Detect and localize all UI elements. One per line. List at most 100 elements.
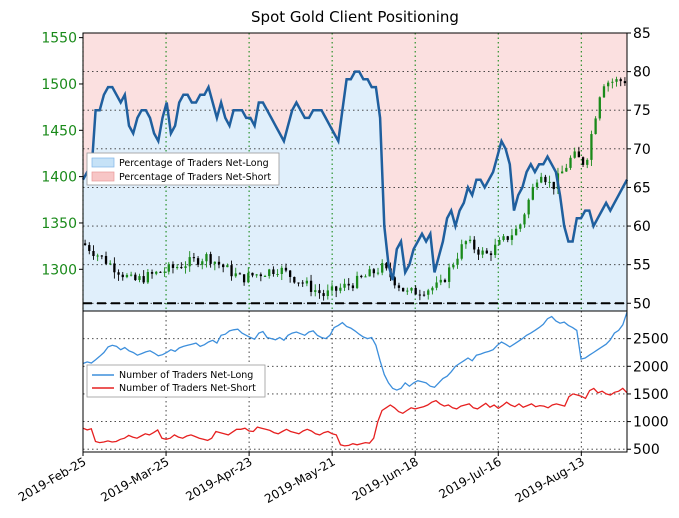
count-axis: 500 1000 1500 2000 2500 <box>627 332 669 458</box>
candle-up <box>514 228 518 236</box>
candle-down <box>150 272 154 274</box>
candle-up <box>355 275 359 289</box>
candle-up <box>531 186 534 200</box>
candle-up <box>456 258 459 265</box>
percentage-tick-label: 75 <box>633 103 651 119</box>
date-tick-label: 2019-Feb-25 <box>16 454 89 504</box>
candle-down <box>209 254 212 264</box>
candle-down <box>414 287 417 295</box>
percentage-tick-label: 50 <box>633 296 651 312</box>
candle-down <box>92 250 95 257</box>
price-tick-label: 1450 <box>41 123 77 139</box>
candle-down <box>577 151 581 158</box>
candle-up <box>343 283 346 288</box>
candle-down <box>180 267 183 269</box>
candle-down <box>422 294 426 296</box>
candle-down <box>222 264 225 268</box>
candle-up <box>510 235 514 240</box>
candle-up <box>381 263 384 273</box>
candle-up <box>96 255 99 257</box>
candle-down <box>242 274 246 283</box>
candle-up <box>163 271 166 273</box>
candle-up <box>586 159 589 165</box>
candle-up <box>368 269 371 277</box>
candle-down <box>83 243 87 246</box>
legend-label-net-long: Percentage of Traders Net-Long <box>119 158 269 169</box>
price-tick-label: 1550 <box>41 31 77 47</box>
candle-down <box>293 276 296 283</box>
candle-down <box>335 286 338 291</box>
candle-up <box>268 269 271 276</box>
legend-swatch-net-long <box>91 157 115 168</box>
candle-up <box>481 250 484 255</box>
candle-up <box>494 244 497 256</box>
candle-up <box>602 86 606 98</box>
price-tick-label: 1400 <box>41 170 77 186</box>
candle-up <box>234 273 237 277</box>
date-tick-label: 2019-Apr-23 <box>183 454 254 503</box>
candle-down <box>619 79 622 82</box>
candle-down <box>121 274 124 278</box>
candle-up <box>573 151 576 158</box>
date-tick-label: 2019-Mar-25 <box>98 454 171 504</box>
percentage-tick-label: 70 <box>633 142 651 158</box>
candle-down <box>196 258 200 265</box>
candle-down <box>309 280 313 292</box>
top-legend-box <box>86 152 280 186</box>
candle-up <box>548 181 551 183</box>
percentage-tick-label: 65 <box>633 180 651 196</box>
candle-up <box>590 134 593 160</box>
candle-down <box>134 274 137 280</box>
candle-down <box>552 181 555 190</box>
candle-up <box>431 287 434 291</box>
candle-down <box>272 269 275 275</box>
legend-label-net-long-count: Number of Traders Net-Long <box>119 370 253 381</box>
candle-down <box>443 279 447 282</box>
candle-up <box>226 265 229 268</box>
candle-up <box>188 257 191 267</box>
candle-up <box>427 290 430 295</box>
candle-up <box>330 286 334 291</box>
candle-down <box>318 290 321 294</box>
count-tick-label: 2500 <box>633 332 669 348</box>
candle-up <box>138 276 141 280</box>
bottom-legend-box <box>86 364 266 398</box>
candle-down <box>347 283 350 286</box>
candle-up <box>280 267 283 275</box>
candle-up <box>205 254 208 262</box>
candle-down <box>171 264 175 268</box>
candle-down <box>238 273 242 275</box>
price-axis: 1300 1350 1400 1450 1500 1550 <box>41 31 83 278</box>
candle-down <box>477 249 480 255</box>
percentage-tick-label: 80 <box>633 65 651 81</box>
top-panel: 1300 1350 1400 1450 1500 1550 50 55 60 65 70 75 80 8… <box>41 26 650 312</box>
net-long-count-line <box>82 311 628 391</box>
candle-up <box>129 274 133 276</box>
candle-up <box>598 97 601 119</box>
candle-down <box>113 263 116 273</box>
candle-up <box>201 261 204 265</box>
date-axis: 2019-Feb-25 2019-Mar-25 2019-Apr-23 2019-Ma… <box>16 452 587 506</box>
candle-down <box>230 265 233 277</box>
count-tick-label: 2000 <box>633 359 669 375</box>
candle-up <box>527 199 530 215</box>
candle-down <box>385 263 388 269</box>
candle-down <box>88 245 91 251</box>
candle-down <box>142 276 145 283</box>
price-tick-label: 1350 <box>41 216 77 232</box>
candle-up <box>255 274 258 276</box>
candle-up <box>594 118 597 135</box>
candle-up <box>155 271 158 274</box>
date-tick-label: 2019-Jun-18 <box>350 454 421 503</box>
candle-up <box>146 272 150 283</box>
legend-swatch-net-short <box>91 171 115 182</box>
candle-up <box>523 214 526 225</box>
candle-up <box>406 290 409 292</box>
bottom-panel: 500 1000 1500 2000 2500 2019-Feb-25 2019-Mar-… <box>16 310 669 506</box>
candle-down <box>372 269 375 274</box>
percentage-tick-label: 85 <box>633 26 651 42</box>
pct-net-long-line <box>81 70 629 281</box>
candle-down <box>251 272 254 276</box>
candle-up <box>314 290 317 292</box>
